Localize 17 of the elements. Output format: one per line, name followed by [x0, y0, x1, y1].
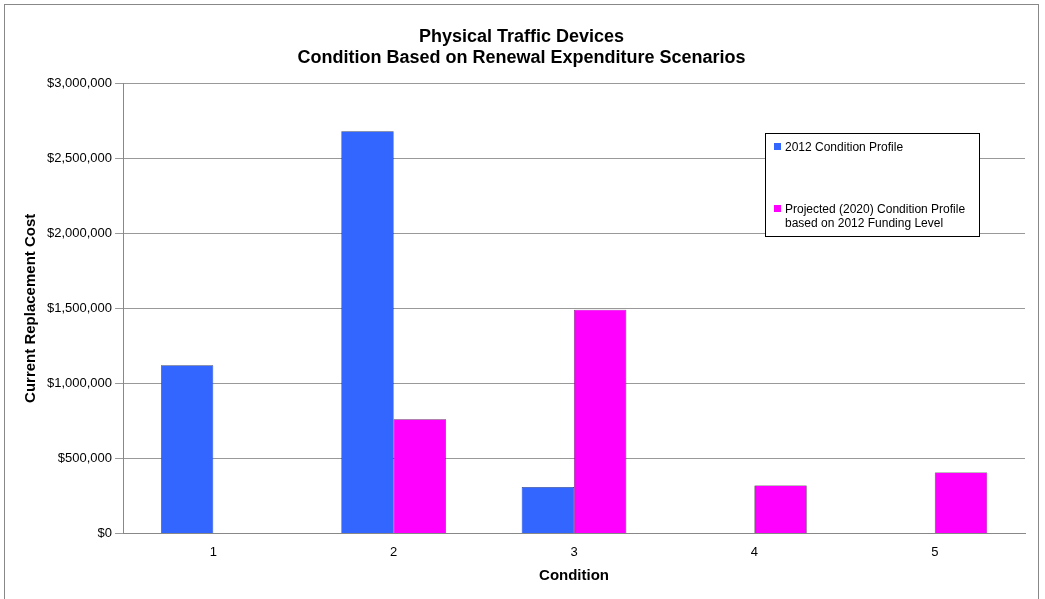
x-tick-label: 5: [931, 543, 939, 559]
x-tick-label: 3: [570, 543, 578, 559]
y-tick-label: $2,500,000: [46, 149, 113, 165]
y-axis-title: Current Replacement Cost: [21, 213, 39, 403]
y-tick-label: $1,000,000: [46, 374, 113, 390]
x-axis-title: Condition: [539, 566, 610, 584]
chart-title: Physical Traffic Devices Condition Based on Renewal Expenditure Scenarios: [297, 25, 746, 68]
y-tick-label: $1,500,000: [46, 299, 113, 315]
x-tick-label: 4: [750, 543, 759, 559]
legend-label: 2012 Condition Profile: [785, 140, 904, 155]
x-tick-label: 2: [390, 543, 398, 559]
y-tick-label: $2,000,000: [46, 224, 113, 240]
y-tick-label: $3,000,000: [46, 74, 113, 90]
legend-label: Projected (2020) Condition Profile based on 2012 Funding Level: [785, 202, 967, 231]
y-tick-label: $500,000: [57, 449, 113, 465]
x-tick-label: 1: [209, 543, 217, 559]
y-tick-label: $0: [97, 524, 113, 540]
